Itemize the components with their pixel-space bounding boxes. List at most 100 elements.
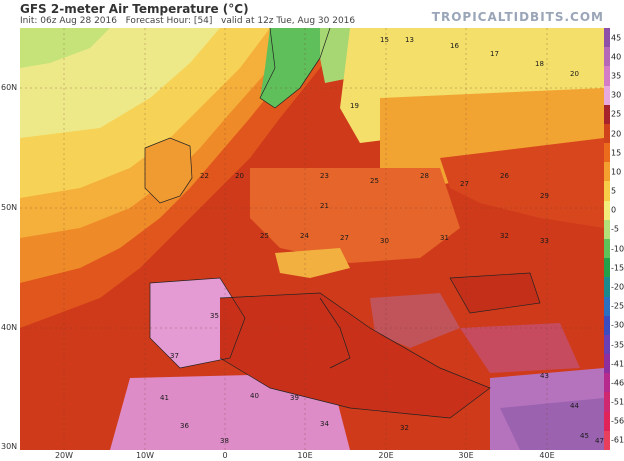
temperature-labels: 15 13 16 17 18 20 22 20 23 25 28 27 25 24 27 30 31 32 33 35… xyxy=(160,36,604,445)
brand-logo-text: TROPICALTIDBITS.COM xyxy=(431,10,604,24)
temperature-value-label: 25 xyxy=(370,177,379,185)
temperature-value-label: 23 xyxy=(320,172,329,180)
temperature-value-label: 27 xyxy=(340,234,349,242)
lon-label-40e: 40E xyxy=(539,451,555,460)
temperature-value-label: 16 xyxy=(450,42,459,50)
temperature-value-label: 32 xyxy=(400,424,409,432)
lat-label-30n: 30N xyxy=(1,442,18,451)
lon-label-30e: 30E xyxy=(458,451,474,460)
lat-label-60n: 60N xyxy=(1,83,18,92)
colorbar-tick-label: -35 xyxy=(611,340,624,349)
temperature-value-label: 29 xyxy=(540,192,549,200)
lon-label-20w: 20W xyxy=(54,451,74,460)
central-europe-orange xyxy=(250,168,460,263)
colorbar-tick-label: -5 xyxy=(611,224,619,234)
temperature-value-label: 15 xyxy=(380,36,389,44)
colorbar-segment xyxy=(604,373,610,393)
temperature-value-label: 24 xyxy=(300,232,309,240)
colorbar-tick-label: 30 xyxy=(611,90,622,100)
lon-label-0: 0 xyxy=(222,451,228,460)
lat-label-50n: 50N xyxy=(1,203,18,212)
init-text: Init: 06z Aug 28 2016 xyxy=(20,16,117,26)
temperature-value-label: 20 xyxy=(570,70,579,78)
temperature-value-label: 28 xyxy=(420,172,429,180)
colorbar-segment xyxy=(604,296,610,317)
colorbar-tick-label: -10 xyxy=(611,244,624,254)
colorbar-segment xyxy=(604,47,610,67)
british-isles xyxy=(145,138,192,203)
temperature-value-label: 37 xyxy=(170,352,179,360)
temperature-value-label: 27 xyxy=(460,180,469,188)
colorbar-tick-label: 5 xyxy=(611,186,617,196)
temperature-value-label: 22 xyxy=(200,172,209,180)
colorbar-segment xyxy=(604,315,610,336)
colorbar-segment xyxy=(604,28,610,48)
colorbar-segment xyxy=(604,85,610,106)
colorbar-tick-label: 35 xyxy=(611,71,622,81)
temperature-colorbar: 45 40 35 30 25 20 15 10 5 0 -5 -10 -15 -20 -25 -30 -35 -4… xyxy=(604,28,624,451)
forecast-hour-text: Forecast Hour: [54] xyxy=(125,16,213,26)
colorbar-tick-label: 40 xyxy=(611,52,622,62)
valid-time-text: valid at 12z Tue, Aug 30 2016 xyxy=(221,16,356,26)
colorbar-segment xyxy=(604,66,610,87)
temperature-value-label: 41 xyxy=(160,394,169,402)
temperature-value-label: 38 xyxy=(220,437,229,445)
graticule xyxy=(20,28,604,450)
temperature-value-label: 39 xyxy=(290,394,299,402)
colorbar-tick-label: 45 xyxy=(611,33,622,43)
temperature-value-label: 34 xyxy=(320,420,329,428)
lon-label-10w: 10W xyxy=(135,451,155,460)
temperature-value-label: 13 xyxy=(405,36,414,44)
colorbar-tick-label: 10 xyxy=(611,167,622,177)
colorbar-tick-label: 20 xyxy=(611,129,622,138)
temperature-map[interactable]: 15 13 16 17 18 20 22 20 23 25 28 27 25 24 27 30 31 32 33 35… xyxy=(20,28,604,450)
temperature-value-label: 35 xyxy=(210,312,219,320)
colorbar-segment xyxy=(604,123,610,144)
colorbar-segment xyxy=(604,239,610,259)
temperature-value-label: 47 xyxy=(595,437,604,445)
temperature-value-label: 21 xyxy=(320,202,329,210)
atlantic-band-green xyxy=(20,28,110,68)
temperature-value-label: 17 xyxy=(490,50,499,58)
russia-red xyxy=(440,138,604,228)
temperature-field: 15 13 16 17 18 20 22 20 23 25 28 27 25 24 27 30 31 32 33 35… xyxy=(20,28,604,450)
temperature-value-label: 45 xyxy=(580,432,589,440)
arabia-hottest xyxy=(500,398,604,450)
colorbar-tick-label: 0 xyxy=(611,205,617,215)
map-title: GFS 2-meter Air Temperature (°C) xyxy=(20,2,249,16)
temperature-value-label: 20 xyxy=(235,172,244,180)
temperature-value-label: 36 xyxy=(180,422,189,430)
temperature-value-label: 19 xyxy=(350,102,359,110)
colorbar-segment xyxy=(604,392,610,413)
temperature-value-label: 25 xyxy=(260,232,269,240)
colorbar-segment xyxy=(604,104,610,125)
colorbar-segment xyxy=(604,411,610,432)
lon-label-10e: 10E xyxy=(297,451,313,460)
alps-cool-band xyxy=(275,248,350,278)
colorbar-tick-label: -15 xyxy=(611,263,624,273)
lon-label-20e: 20E xyxy=(378,451,394,460)
colorbar-segment xyxy=(604,430,610,451)
temperature-value-label: 18 xyxy=(535,60,544,68)
temperature-value-label: 33 xyxy=(540,237,549,245)
colorbar-tick-label: -61 xyxy=(611,435,624,445)
colorbar-tick-label: -56 xyxy=(611,416,624,426)
temperature-value-label: 26 xyxy=(500,172,509,180)
black-sea xyxy=(450,273,540,313)
colorbar-segment xyxy=(604,334,610,355)
colorbar-segment xyxy=(604,258,610,278)
temperature-value-label: 32 xyxy=(500,232,509,240)
coastlines xyxy=(144,28,541,419)
colorbar-segment xyxy=(604,354,610,374)
colorbar-tick-label: 25 xyxy=(611,109,622,119)
map-subtitle: Init: 06z Aug 28 2016 Forecast Hour: [54… xyxy=(20,16,355,26)
colorbar-tick-label: -41 xyxy=(611,359,624,369)
colorbar-tick-label: -46 xyxy=(611,378,624,388)
colorbar-tick-label: -20 xyxy=(611,282,624,292)
colorbar-tick-label: 15 xyxy=(611,148,622,158)
temperature-value-label: 30 xyxy=(380,237,389,245)
colorbar-segment xyxy=(604,181,610,202)
colorbar-segment xyxy=(604,200,610,221)
colorbar-tick-label: -51 xyxy=(611,397,624,407)
colorbar-tick-label: -25 xyxy=(611,301,624,311)
